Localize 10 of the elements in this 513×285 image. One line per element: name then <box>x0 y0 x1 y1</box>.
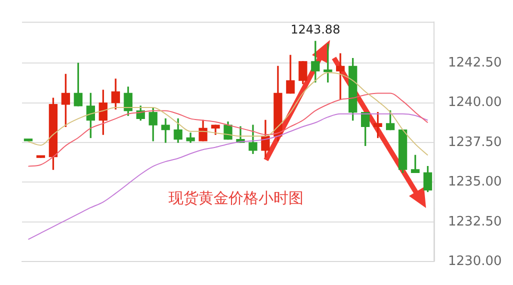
annotation: 1243.88 <box>290 22 340 36</box>
y-tick-label: 1237.50 <box>448 134 502 150</box>
annotation: 现货黄金价格小时图 <box>168 189 304 208</box>
y-tick-label: 1240.00 <box>448 95 502 110</box>
line-series <box>28 92 428 167</box>
y-tick-label: 1232.50 <box>448 214 502 230</box>
y-tick-label: 1235.00 <box>448 174 502 190</box>
y-tick-label: 1242.50 <box>448 55 502 70</box>
candlestick <box>161 118 170 143</box>
y-tick-label: 1230.00 <box>448 254 502 269</box>
